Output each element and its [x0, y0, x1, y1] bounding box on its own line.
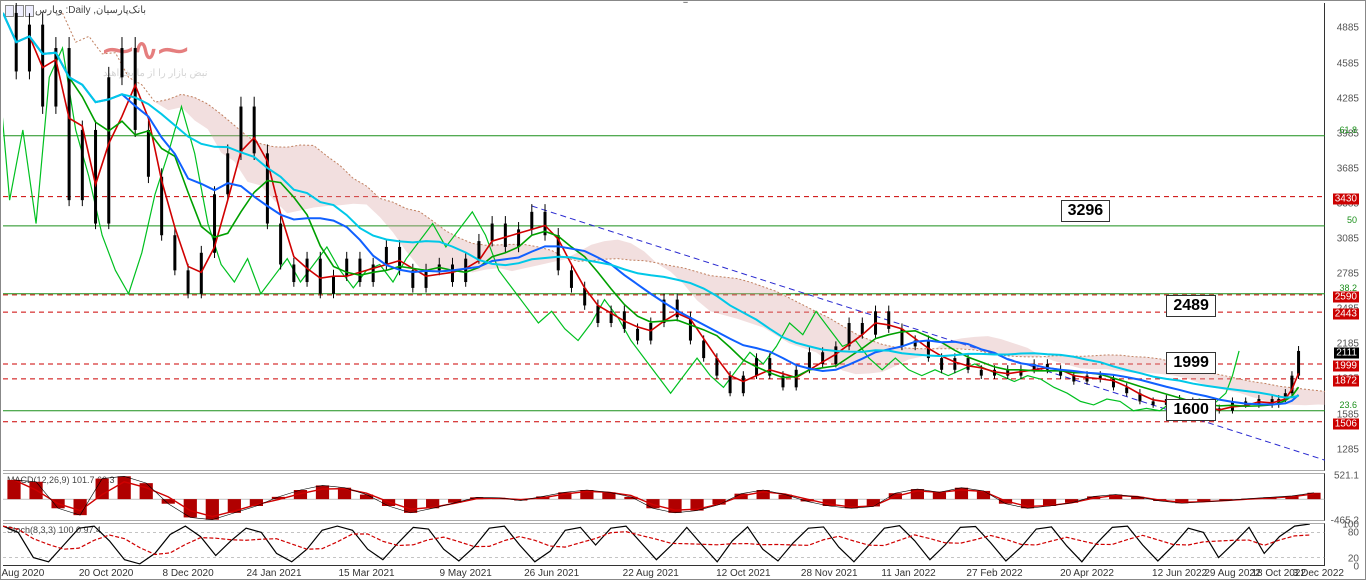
x-tick-label: 8 Dec 2020	[163, 568, 214, 579]
y-tick-label: 3685	[1337, 163, 1359, 174]
y-level-label: 2590	[1333, 291, 1359, 302]
y-tick-label: 2785	[1337, 269, 1359, 280]
x-tick-label: 12 Jun 2022	[1152, 568, 1207, 579]
x-axis: 15 Aug 2020 20 Oct 2020 8 Dec 2020 24 Jan 2…	[3, 565, 1325, 579]
x-tick-label: 22 Aug 2021	[623, 568, 679, 579]
x-tick-label: 12 Oct 2021	[716, 568, 770, 579]
y-tick-label: 1285	[1337, 444, 1359, 455]
y-tick-label: 4285	[1337, 93, 1359, 104]
x-tick-label: 27 Feb 2022	[966, 568, 1022, 579]
stoch-svg	[3, 524, 1325, 566]
y-level-label: 2443	[1333, 309, 1359, 320]
x-tick-label: 20 Oct 2020	[79, 568, 133, 579]
y-axis: 4885458542853985368533853085278524852185…	[1323, 3, 1363, 565]
x-tick-label: 26 Jun 2021	[524, 568, 579, 579]
chart-window: ▾ بانک‌پارسیان, Daily: وپارس ⁓∿⁓ نبض باز…	[0, 0, 1366, 580]
price-chart-svg	[3, 3, 1325, 471]
stoch-ytick: 80	[1348, 528, 1359, 539]
x-tick-label: 28 Nov 2021	[801, 568, 858, 579]
price-callout: 2489	[1166, 295, 1216, 317]
x-tick-label: 11 Jan 2022	[881, 568, 935, 579]
price-callout: 1600	[1166, 399, 1216, 421]
fib-label: 23.6	[1339, 400, 1357, 410]
y-level-label: 3430	[1333, 193, 1359, 204]
macd-svg	[3, 474, 1325, 522]
y-price-current: 2111	[1334, 347, 1359, 358]
x-tick-label: 20 Apr 2022	[1060, 568, 1114, 579]
price-callout: 1999	[1166, 352, 1216, 374]
x-tick-label: 15 Mar 2021	[338, 568, 394, 579]
macd-panel[interactable]: MACD(12,26,9) 101.7 60.3	[3, 473, 1325, 521]
x-tick-label: 15 Aug 2020	[0, 568, 44, 579]
fib-label: 50	[1347, 215, 1357, 225]
y-tick-label: 3085	[1337, 234, 1359, 245]
x-tick-label: 24 Jan 2021	[246, 568, 301, 579]
price-callout: 3296	[1061, 200, 1111, 222]
y-level-label: 1506	[1333, 418, 1359, 429]
x-tick-label: 3 Dec 2022	[1293, 568, 1344, 579]
y-tick-label: 4585	[1337, 58, 1359, 69]
price-panel[interactable]: بانک‌پارسیان, Daily: وپارس ⁓∿⁓ نبض بازار…	[3, 3, 1325, 471]
y-level-label: 1872	[1333, 375, 1359, 386]
y-tick-label: 4885	[1337, 23, 1359, 34]
stoch-ytick: 0	[1353, 562, 1359, 573]
y-level-label: 1999	[1333, 361, 1359, 372]
macd-ytick: 521.1	[1334, 471, 1359, 482]
x-tick-label: 9 May 2021	[440, 568, 492, 579]
stoch-panel[interactable]: Stoch(8,3,3) 100.0 97.4	[3, 523, 1325, 565]
fib-label: 61.8	[1339, 125, 1357, 135]
fib-label: 38.2	[1339, 283, 1357, 293]
